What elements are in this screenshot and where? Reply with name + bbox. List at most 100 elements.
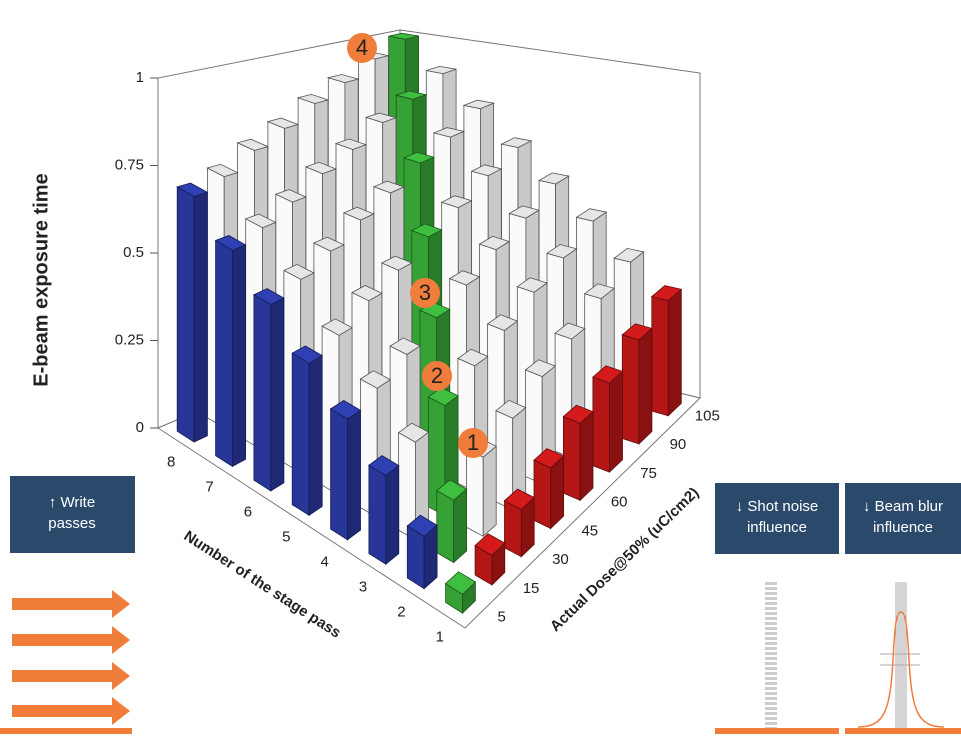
bar-face — [176, 186, 195, 443]
arrow — [12, 662, 130, 690]
y-tick-label: 60 — [611, 494, 628, 511]
bar-top — [448, 270, 481, 286]
bar — [397, 422, 430, 541]
bar — [503, 488, 535, 558]
bar-face — [253, 294, 272, 492]
bar — [253, 288, 285, 492]
z-tick-label: 1 — [136, 69, 144, 86]
bar-top — [486, 314, 519, 331]
x-tick-label: 6 — [244, 503, 252, 520]
bar-top — [537, 172, 570, 185]
bar-top — [410, 223, 443, 238]
annotation-marker — [347, 33, 377, 63]
bar-top — [253, 288, 285, 306]
y-tick-label: 75 — [640, 465, 657, 482]
baseline — [715, 728, 839, 734]
bars — [176, 32, 683, 615]
bar-top — [500, 137, 533, 148]
panel-text: influence — [747, 519, 807, 536]
annotation-marker — [410, 278, 440, 308]
bar-top — [524, 359, 556, 378]
bar-top — [329, 400, 362, 420]
bar — [474, 533, 506, 586]
bar-face — [592, 376, 610, 473]
z-tick-label: 0.25 — [115, 331, 144, 348]
panel-text: ↑ Write — [49, 494, 95, 511]
bar — [291, 345, 323, 517]
bar-top — [351, 285, 383, 302]
y-tick-label: 30 — [552, 551, 569, 568]
bar — [214, 235, 247, 468]
bar-face — [504, 500, 522, 558]
bar-top — [554, 322, 586, 340]
bar-top — [546, 244, 578, 259]
bar-top — [406, 514, 438, 537]
bar-top — [397, 422, 430, 443]
bar-face — [193, 191, 208, 443]
bar-face — [651, 296, 669, 417]
panel-text: ↓ Beam blur — [863, 498, 943, 515]
arrows — [0, 590, 961, 734]
annotations: 1 2 3 4 — [347, 33, 488, 458]
z-tick-label: 0.75 — [115, 156, 144, 173]
bar-top — [426, 65, 457, 75]
panel-text: ↓ Shot noise — [736, 498, 819, 515]
bar-face — [385, 464, 400, 566]
x-tick-label: 8 — [167, 453, 175, 470]
bar — [533, 448, 565, 530]
bar-top — [436, 479, 468, 501]
y-tick-label: 45 — [581, 522, 598, 539]
y-tick-label: 90 — [670, 436, 687, 453]
z-tick-label: 0.5 — [123, 244, 144, 261]
x-tick-label: 4 — [321, 553, 329, 570]
bar-face — [453, 488, 468, 564]
bar-top — [296, 93, 330, 104]
bar-top — [372, 180, 405, 194]
bar-face — [482, 445, 497, 538]
bar — [176, 182, 209, 443]
bar — [329, 400, 362, 541]
bar-top — [650, 285, 683, 302]
bar-face — [231, 244, 247, 468]
bar-top — [368, 455, 400, 476]
bar — [368, 455, 400, 566]
bar-top — [206, 163, 239, 178]
bar-face — [579, 410, 594, 502]
x-tick-label: 5 — [282, 528, 290, 545]
bar-face — [368, 464, 387, 565]
x-tick-label: 2 — [397, 603, 405, 620]
y-tick-label: 15 — [523, 580, 540, 597]
bar-top — [282, 263, 315, 280]
bar — [650, 285, 683, 417]
bar-face — [465, 447, 484, 537]
bar-top — [334, 138, 368, 150]
arrow — [12, 697, 130, 725]
panel: ↑ Write passes — [10, 476, 135, 553]
bar-top — [236, 138, 269, 151]
bar-face — [609, 370, 623, 474]
bar-top — [478, 235, 511, 251]
panel-text: passes — [48, 515, 96, 532]
bar-top — [214, 235, 247, 251]
bar — [406, 514, 438, 590]
bar-top — [516, 277, 548, 293]
bar-top — [176, 182, 209, 197]
panel-text: influence — [873, 519, 933, 536]
annotation-label: 4 — [356, 35, 368, 60]
bar-face — [215, 239, 233, 468]
bar-top — [266, 117, 300, 129]
bar-top — [503, 488, 535, 510]
bar-top — [462, 99, 496, 110]
bar-face — [270, 297, 285, 492]
bar-top — [394, 90, 428, 100]
bar-top — [621, 323, 653, 341]
bar-face — [330, 408, 348, 541]
x-axis-title: Number of the stage pass — [181, 527, 344, 641]
bar — [495, 399, 527, 511]
y-tick-label: 105 — [695, 407, 720, 424]
bar-face — [638, 327, 653, 445]
panel: ↓ Beam blur influence — [845, 483, 961, 554]
bar-top — [402, 151, 435, 164]
bar-top — [474, 533, 506, 556]
